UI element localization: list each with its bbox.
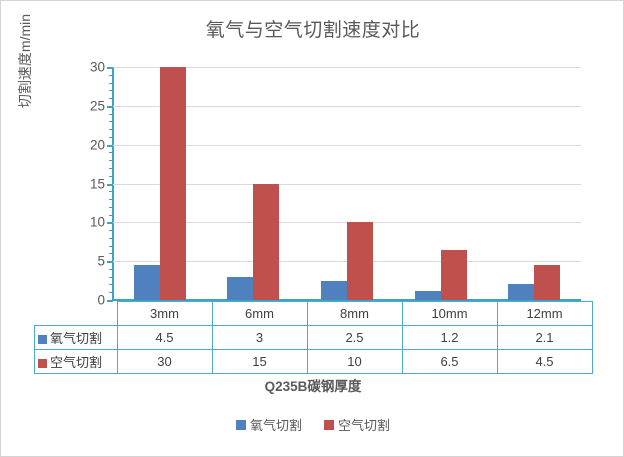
y-axis-major-tick — [107, 261, 113, 264]
table-data-cell: 2.5 — [306, 325, 403, 350]
y-axis-minor-tick — [109, 292, 113, 294]
y-axis-minor-tick — [109, 245, 113, 247]
table-data-cell: 10 — [306, 349, 403, 374]
table-row-label: 氧气切割 — [34, 325, 118, 350]
bar[interactable] — [534, 265, 561, 300]
bar[interactable] — [508, 283, 535, 300]
y-axis-minor-tick — [109, 206, 113, 208]
table-corner-cell — [35, 302, 118, 326]
y-axis-minor-tick — [109, 253, 113, 255]
legend-item[interactable]: 空气切割 — [324, 415, 390, 434]
data-table-body: 3mm 6mm 8mm 10mm 12mm 氧气切割 4.5 3 2.5 1.2 2.1 空气切割 30… — [34, 301, 593, 374]
bar[interactable] — [159, 67, 186, 300]
y-axis-minor-tick — [109, 167, 113, 169]
y-axis-tick-label: 30 — [89, 59, 105, 75]
gridline — [113, 183, 581, 185]
series-color-swatch-icon — [38, 335, 47, 344]
y-axis-minor-tick — [109, 237, 113, 239]
table-data-cell: 6.5 — [401, 349, 498, 374]
x-axis-line — [112, 299, 581, 301]
y-axis-title: 切割速度m/min — [17, 13, 33, 109]
table-data-cell: 2.1 — [496, 325, 593, 350]
chart-legend: 氧气切割 空气切割 — [1, 415, 623, 434]
y-axis-minor-tick — [109, 98, 113, 100]
bar[interactable] — [346, 222, 373, 300]
y-axis-minor-tick — [109, 199, 113, 201]
y-axis-minor-tick — [109, 230, 113, 232]
y-axis-minor-tick — [109, 152, 113, 154]
y-axis-minor-tick — [109, 284, 113, 286]
y-axis-minor-tick — [109, 175, 113, 177]
bar[interactable] — [133, 265, 160, 300]
table-row: 空气切割 30 15 10 6.5 4.5 — [34, 349, 593, 374]
y-axis-major-tick — [107, 105, 113, 108]
gridline — [113, 67, 581, 68]
bar-group — [113, 67, 207, 300]
bar[interactable] — [440, 249, 467, 300]
y-axis-tick-label: 20 — [89, 137, 105, 153]
legend-label: 氧气切割 — [249, 418, 302, 433]
bar-group — [300, 67, 394, 300]
y-axis-minor-tick — [109, 121, 113, 123]
y-axis-minor-tick — [109, 113, 113, 115]
y-axis-major-tick — [107, 183, 113, 186]
y-axis-minor-tick — [109, 191, 113, 193]
table-header-cell: 12mm — [496, 301, 593, 326]
y-axis-major-tick — [107, 144, 113, 147]
y-axis-major-tick — [107, 67, 113, 69]
chart-title: 氧气与空气切割速度对比 — [205, 20, 421, 41]
y-axis-minor-tick — [109, 160, 113, 162]
table-data-cell: 1.2 — [401, 325, 498, 350]
bar[interactable] — [414, 290, 441, 300]
y-axis-tick-label: 15 — [89, 176, 105, 191]
bar-group — [487, 67, 581, 300]
y-axis-minor-tick — [109, 74, 113, 76]
y-axis-minor-tick — [109, 82, 113, 84]
table-data-cell: 15 — [211, 349, 308, 374]
legend-item[interactable]: 氧气切割 — [235, 415, 302, 434]
table-data-cell: 3 — [211, 325, 308, 350]
legend-swatch-icon — [235, 419, 246, 430]
legend-swatch-icon — [324, 419, 334, 430]
y-axis-minor-tick — [109, 136, 113, 138]
y-axis-minor-tick — [109, 129, 113, 131]
y-axis-minor-tick — [109, 90, 113, 92]
plot-area — [107, 67, 581, 302]
bar[interactable] — [253, 183, 280, 300]
legend-label: 空气切割 — [338, 418, 391, 433]
gridline — [113, 105, 581, 107]
y-axis-minor-tick — [109, 214, 113, 216]
table-header-cell: 6mm — [211, 301, 308, 326]
data-table: 3mm 6mm 8mm 10mm 12mm 氧气切割 4.5 3 2.5 1.2 2.1 空气切割 30… — [34, 301, 593, 374]
table-row-label: 空气切割 — [34, 349, 118, 374]
x-axis-title: Q235B碳钢厚度 — [264, 379, 362, 394]
table-row: 氧气切割 4.5 3 2.5 1.2 2.1 — [34, 325, 593, 350]
y-axis-minor-tick — [109, 276, 113, 278]
y-axis-major-tick — [107, 300, 113, 302]
y-axis-tick-label: 5 — [97, 253, 105, 269]
y-axis-minor-tick — [109, 268, 113, 270]
y-axis-tick-labels: 0 5 10 15 20 25 30 — [43, 60, 105, 308]
y-axis-major-tick — [107, 222, 113, 225]
table-data-cell: 30 — [116, 349, 213, 374]
table-data-cell: 4.5 — [116, 325, 213, 350]
y-axis-tick-label: 25 — [89, 98, 105, 114]
bar[interactable] — [227, 276, 254, 300]
y-axis-tick-label: 10 — [89, 214, 105, 230]
table-header-row: 3mm 6mm 8mm 10mm 12mm — [35, 301, 593, 326]
table-header-cell: 10mm — [401, 301, 498, 326]
bar-group — [394, 67, 488, 300]
table-data-cell: 4.5 — [496, 349, 593, 374]
series-color-swatch-icon — [38, 359, 47, 368]
bar-group — [207, 67, 301, 300]
table-header-cell: 8mm — [306, 301, 403, 326]
y-axis-tick-label: 0 — [97, 292, 105, 308]
table-header-cell: 3mm — [116, 301, 213, 326]
gridline — [113, 144, 581, 146]
bar[interactable] — [320, 280, 347, 300]
